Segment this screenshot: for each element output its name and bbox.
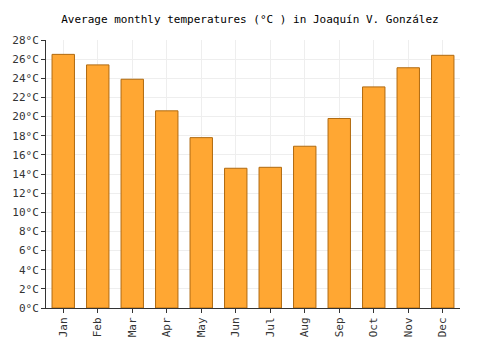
svg-text:0°C: 0°C xyxy=(19,302,39,315)
svg-text:Apr: Apr xyxy=(160,317,173,337)
svg-text:Feb: Feb xyxy=(91,317,104,337)
svg-text:May: May xyxy=(195,317,208,337)
svg-text:16°C: 16°C xyxy=(12,149,39,162)
svg-text:2°C: 2°C xyxy=(19,283,39,296)
svg-text:14°C: 14°C xyxy=(12,168,39,181)
svg-text:26°C: 26°C xyxy=(12,53,39,66)
svg-text:Nov: Nov xyxy=(402,317,415,337)
svg-text:18°C: 18°C xyxy=(12,130,39,143)
svg-text:22°C: 22°C xyxy=(12,91,39,104)
svg-text:Jun: Jun xyxy=(229,317,242,337)
svg-text:Mar: Mar xyxy=(126,317,139,337)
svg-text:6°C: 6°C xyxy=(19,244,39,257)
svg-text:Aug: Aug xyxy=(298,317,311,337)
svg-text:10°C: 10°C xyxy=(12,206,39,219)
svg-text:24°C: 24°C xyxy=(12,72,39,85)
svg-text:28°C: 28°C xyxy=(12,34,39,47)
svg-text:Sep: Sep xyxy=(333,317,346,337)
svg-text:Oct: Oct xyxy=(367,317,380,337)
svg-text:Average monthly temperatures (: Average monthly temperatures (°C ) in Jo… xyxy=(61,13,439,26)
svg-text:8°C: 8°C xyxy=(19,225,39,238)
svg-text:12°C: 12°C xyxy=(12,187,39,200)
svg-text:Jan: Jan xyxy=(57,317,70,337)
svg-text:Dec: Dec xyxy=(436,317,449,337)
svg-text:4°C: 4°C xyxy=(19,264,39,277)
svg-text:20°C: 20°C xyxy=(12,110,39,123)
svg-text:Jul: Jul xyxy=(264,317,277,337)
